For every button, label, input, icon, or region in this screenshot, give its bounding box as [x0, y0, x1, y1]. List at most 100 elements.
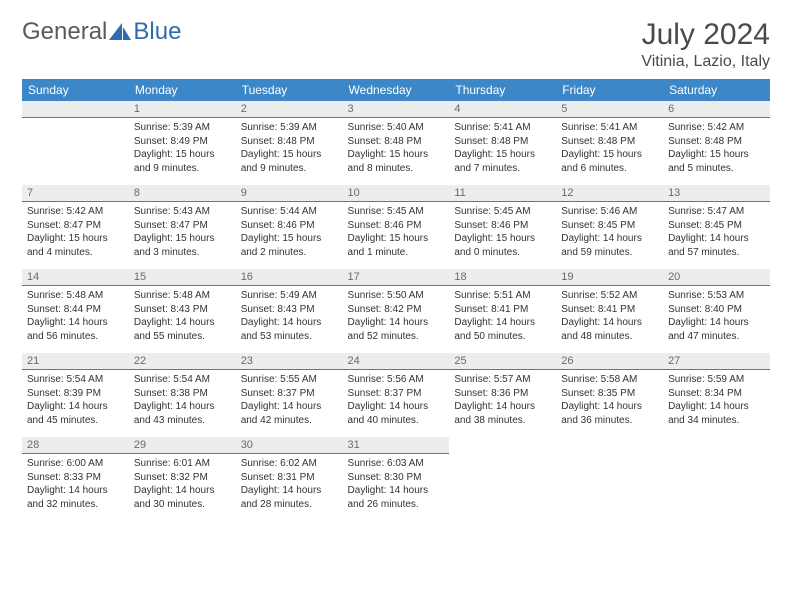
day-details: Sunrise: 5:51 AMSunset: 8:41 PMDaylight:…	[449, 289, 556, 343]
day-details: Sunrise: 5:47 AMSunset: 8:45 PMDaylight:…	[663, 205, 770, 259]
day-cell-1: 1 Sunrise: 5:39 AMSunset: 8:49 PMDaylight…	[129, 101, 236, 185]
day-details: Sunrise: 5:42 AMSunset: 8:48 PMDaylight:…	[663, 121, 770, 175]
day-details: Sunrise: 5:54 AMSunset: 8:39 PMDaylight:…	[22, 373, 129, 427]
empty-cell	[556, 437, 663, 521]
day-details: Sunrise: 6:03 AMSunset: 8:30 PMDaylight:…	[343, 457, 450, 511]
day-cell-26: 26Sunrise: 5:58 AMSunset: 8:35 PMDayligh…	[556, 353, 663, 437]
day-number: 18	[449, 269, 556, 286]
day-details: Sunrise: 5:48 AMSunset: 8:43 PMDaylight:…	[129, 289, 236, 343]
day-cell-12: 12 Sunrise: 5:46 AMSunset: 8:45 PMDayligh…	[556, 185, 663, 269]
week-row: 14Sunrise: 5:48 AMSunset: 8:44 PMDayligh…	[22, 269, 770, 353]
day-cell-16: 16 Sunrise: 5:49 AMSunset: 8:43 PMDayligh…	[236, 269, 343, 353]
day-details: Sunrise: 5:45 AMSunset: 8:46 PMDaylight:…	[343, 205, 450, 259]
day-number: 25	[449, 353, 556, 370]
day-cell-17: 17 Sunrise: 5:50 AMSunset: 8:42 PMDayligh…	[343, 269, 450, 353]
day-details: Sunrise: 5:54 AMSunset: 8:38 PMDaylight:…	[129, 373, 236, 427]
location: Vitinia, Lazio, Italy	[641, 53, 770, 71]
day-number: 6	[663, 101, 770, 118]
logo-sail-icon	[109, 23, 131, 41]
day-number: 8	[129, 185, 236, 202]
dayname-wednesday: Wednesday	[343, 79, 450, 101]
day-cell-14: 14Sunrise: 5:48 AMSunset: 8:44 PMDayligh…	[22, 269, 129, 353]
day-details: Sunrise: 5:40 AMSunset: 8:48 PMDaylight:…	[343, 121, 450, 175]
day-number: 9	[236, 185, 343, 202]
day-number: 12	[556, 185, 663, 202]
day-number: 30	[236, 437, 343, 454]
day-number: 21	[22, 353, 129, 370]
week-row: 7Sunrise: 5:42 AMSunset: 8:47 PMDaylight…	[22, 185, 770, 269]
day-cell-20: 20Sunrise: 5:53 AMSunset: 8:40 PMDayligh…	[663, 269, 770, 353]
dayname-saturday: Saturday	[663, 79, 770, 101]
day-cell-9: 9Sunrise: 5:44 AMSunset: 8:46 PMDaylight…	[236, 185, 343, 269]
day-details: Sunrise: 5:39 AMSunset: 8:49 PMDaylight:…	[129, 121, 236, 175]
day-cell-30: 30 Sunrise: 6:02 AMSunset: 8:31 PMDayligh…	[236, 437, 343, 521]
day-number: 23	[236, 353, 343, 370]
day-details: Sunrise: 6:02 AMSunset: 8:31 PMDaylight:…	[236, 457, 343, 511]
day-details: Sunrise: 5:56 AMSunset: 8:37 PMDaylight:…	[343, 373, 450, 427]
day-cell-29: 29Sunrise: 6:01 AMSunset: 8:32 PMDayligh…	[129, 437, 236, 521]
day-cell-22: 22 Sunrise: 5:54 AMSunset: 8:38 PMDayligh…	[129, 353, 236, 437]
day-details: Sunrise: 5:48 AMSunset: 8:44 PMDaylight:…	[22, 289, 129, 343]
logo-text-blue: Blue	[133, 18, 181, 46]
day-details: Sunrise: 5:53 AMSunset: 8:40 PMDaylight:…	[663, 289, 770, 343]
day-cell-5: 5Sunrise: 5:41 AMSunset: 8:48 PMDaylight…	[556, 101, 663, 185]
day-number: 22	[129, 353, 236, 370]
day-details: Sunrise: 6:01 AMSunset: 8:32 PMDaylight:…	[129, 457, 236, 511]
day-details: Sunrise: 5:55 AMSunset: 8:37 PMDaylight:…	[236, 373, 343, 427]
day-number: 10	[343, 185, 450, 202]
day-number: 24	[343, 353, 450, 370]
day-cell-28: 28 Sunrise: 6:00 AMSunset: 8:33 PMDayligh…	[22, 437, 129, 521]
day-details: Sunrise: 5:57 AMSunset: 8:36 PMDaylight:…	[449, 373, 556, 427]
day-number: 2	[236, 101, 343, 118]
week-row: 28 Sunrise: 6:00 AMSunset: 8:33 PMDayligh…	[22, 437, 770, 521]
dayname-sunday: Sunday	[22, 79, 129, 101]
day-number: 1	[129, 101, 236, 118]
week-row: 1 Sunrise: 5:39 AMSunset: 8:49 PMDaylight…	[22, 101, 770, 185]
day-details: Sunrise: 5:52 AMSunset: 8:41 PMDaylight:…	[556, 289, 663, 343]
day-number: 31	[343, 437, 450, 454]
day-details: Sunrise: 5:45 AMSunset: 8:46 PMDaylight:…	[449, 205, 556, 259]
day-cell-11: 11 Sunrise: 5:45 AMSunset: 8:46 PMDayligh…	[449, 185, 556, 269]
empty-cell	[449, 437, 556, 521]
day-number: 11	[449, 185, 556, 202]
day-details: Sunrise: 5:46 AMSunset: 8:45 PMDaylight:…	[556, 205, 663, 259]
day-cell-15: 15 Sunrise: 5:48 AMSunset: 8:43 PMDayligh…	[129, 269, 236, 353]
empty-cell	[663, 437, 770, 521]
day-details: Sunrise: 6:00 AMSunset: 8:33 PMDaylight:…	[22, 457, 129, 511]
day-number: 15	[129, 269, 236, 286]
empty-cell	[22, 101, 129, 185]
day-number: 28	[22, 437, 129, 454]
day-number: 17	[343, 269, 450, 286]
day-cell-3: 3 Sunrise: 5:40 AMSunset: 8:48 PMDaylight…	[343, 101, 450, 185]
day-cell-8: 8Sunrise: 5:43 AMSunset: 8:47 PMDaylight…	[129, 185, 236, 269]
day-cell-27: 27Sunrise: 5:59 AMSunset: 8:34 PMDayligh…	[663, 353, 770, 437]
day-cell-6: 6 Sunrise: 5:42 AMSunset: 8:48 PMDaylight…	[663, 101, 770, 185]
day-number: 3	[343, 101, 450, 118]
day-number: 4	[449, 101, 556, 118]
day-cell-23: 23 Sunrise: 5:55 AMSunset: 8:37 PMDayligh…	[236, 353, 343, 437]
logo: General Blue	[22, 18, 181, 46]
dayname-row: SundayMondayTuesdayWednesdayThursdayFrid…	[22, 79, 770, 101]
dayname-thursday: Thursday	[449, 79, 556, 101]
day-details: Sunrise: 5:49 AMSunset: 8:43 PMDaylight:…	[236, 289, 343, 343]
title-block: July 2024 Vitinia, Lazio, Italy	[641, 18, 770, 71]
day-details: Sunrise: 5:42 AMSunset: 8:47 PMDaylight:…	[22, 205, 129, 259]
day-cell-24: 24 Sunrise: 5:56 AMSunset: 8:37 PMDayligh…	[343, 353, 450, 437]
logo-text-general: General	[22, 18, 107, 46]
day-details: Sunrise: 5:50 AMSunset: 8:42 PMDaylight:…	[343, 289, 450, 343]
calendar-body: 1 Sunrise: 5:39 AMSunset: 8:49 PMDaylight…	[22, 101, 770, 521]
day-cell-19: 19Sunrise: 5:52 AMSunset: 8:41 PMDayligh…	[556, 269, 663, 353]
day-number: 26	[556, 353, 663, 370]
empty-daynum	[22, 101, 129, 118]
day-details: Sunrise: 5:59 AMSunset: 8:34 PMDaylight:…	[663, 373, 770, 427]
day-cell-31: 31 Sunrise: 6:03 AMSunset: 8:30 PMDayligh…	[343, 437, 450, 521]
dayname-monday: Monday	[129, 79, 236, 101]
dayname-friday: Friday	[556, 79, 663, 101]
day-number: 13	[663, 185, 770, 202]
day-number: 5	[556, 101, 663, 118]
month-title: July 2024	[641, 18, 770, 51]
day-details: Sunrise: 5:41 AMSunset: 8:48 PMDaylight:…	[449, 121, 556, 175]
day-number: 16	[236, 269, 343, 286]
day-cell-13: 13 Sunrise: 5:47 AMSunset: 8:45 PMDayligh…	[663, 185, 770, 269]
day-cell-4: 4 Sunrise: 5:41 AMSunset: 8:48 PMDaylight…	[449, 101, 556, 185]
